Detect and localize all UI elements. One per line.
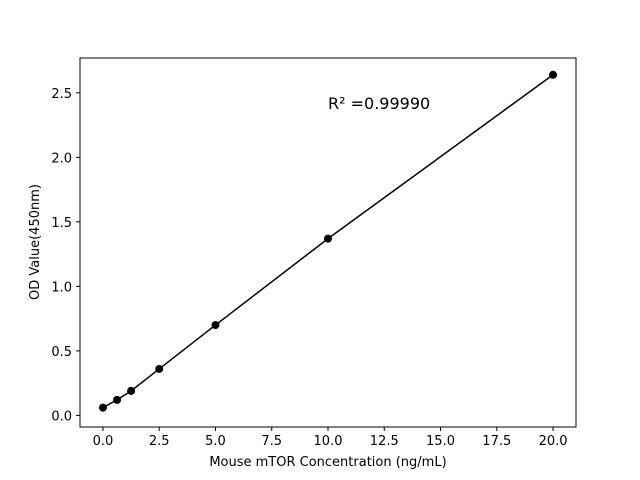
marker bbox=[127, 386, 136, 395]
annotation: R² =0.99990 bbox=[328, 94, 430, 113]
plot-frame bbox=[79, 57, 577, 428]
y-tick-label: 1.0 bbox=[51, 280, 72, 295]
x-tick-label: 2.5 bbox=[149, 434, 170, 449]
marker bbox=[549, 70, 558, 79]
x-tick-label: 7.5 bbox=[261, 434, 282, 449]
y-axis-label: OD Value(450nm) bbox=[28, 184, 43, 300]
x-tick-label: 20.0 bbox=[539, 434, 568, 449]
x-tick-label: 12.5 bbox=[370, 434, 399, 449]
marker bbox=[324, 234, 332, 243]
y-tick-label: 0.5 bbox=[51, 345, 72, 360]
marker bbox=[155, 364, 164, 373]
x-tick-label: 10.0 bbox=[314, 434, 343, 449]
marker bbox=[98, 403, 107, 412]
marker bbox=[113, 395, 122, 404]
y-tick-label: 0.0 bbox=[51, 409, 72, 424]
x-tick-label: 5.0 bbox=[205, 434, 226, 449]
y-tick-label: 2.0 bbox=[51, 151, 72, 166]
y-tick-label: 2.5 bbox=[51, 87, 72, 102]
marker bbox=[211, 321, 220, 330]
x-tick-label: 0.0 bbox=[93, 434, 114, 449]
x-tick-label: 15.0 bbox=[426, 434, 455, 449]
y-tick-label: 1.5 bbox=[51, 216, 72, 231]
x-axis-label: Mouse mTOR Concentration (ng/mL) bbox=[209, 455, 446, 470]
x-tick-label: 17.5 bbox=[482, 434, 511, 449]
